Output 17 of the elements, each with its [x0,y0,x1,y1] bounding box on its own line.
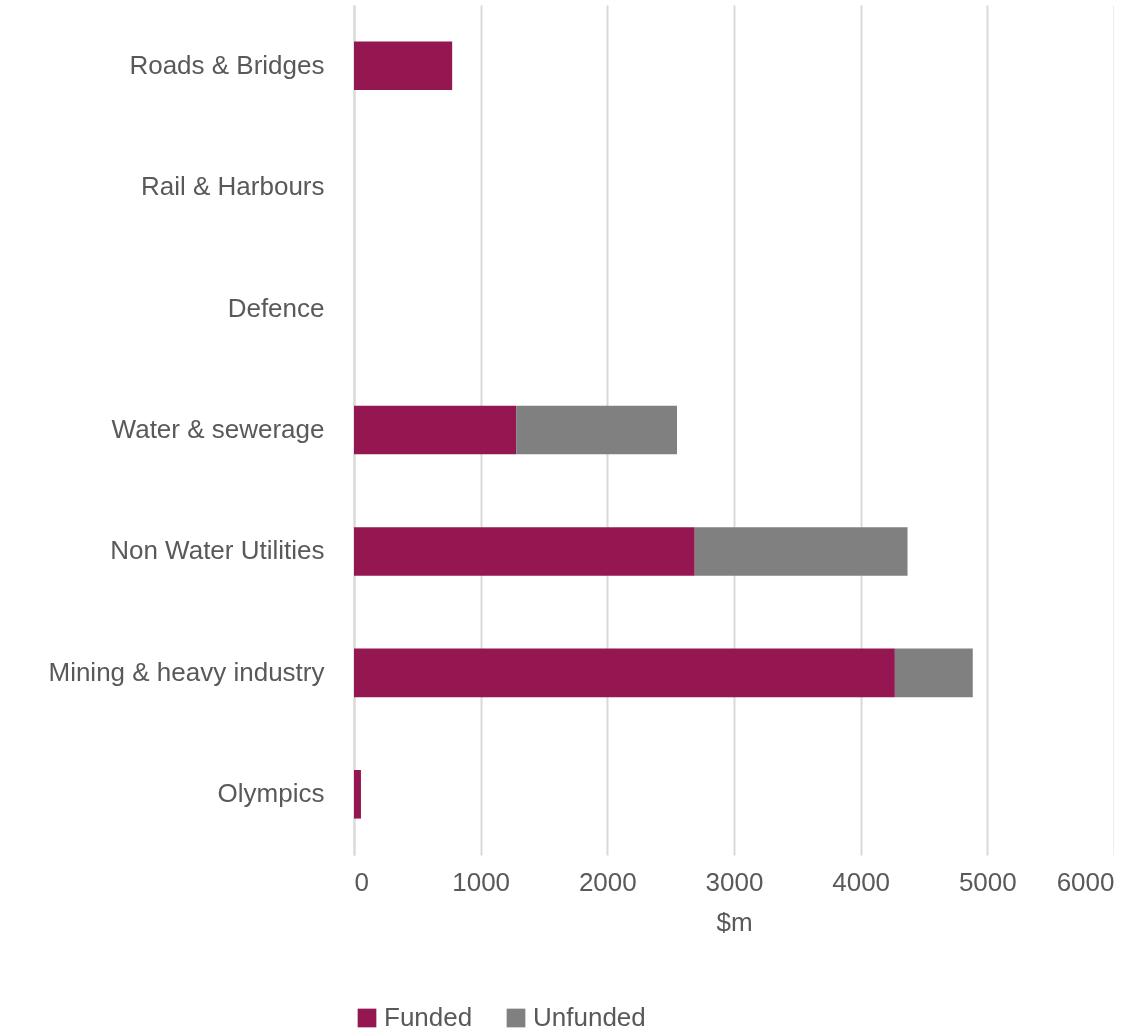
y-tick-label: Olympics [217,778,325,809]
y-tick-label: Defence [227,292,325,323]
legend-label: Unfunded [533,1002,646,1032]
y-tick-label: Rail & Harbours [140,171,325,202]
y-tick-label: Water & sewerage [111,414,325,444]
x-tick-label: 3000 [705,866,764,897]
y-tick-label: Mining & heavy industry [48,656,325,687]
x-axis-title: $m [716,906,753,937]
x-tick-label: 4000 [832,866,891,897]
legend-label: Funded [384,1002,473,1032]
x-tick-label: 1000 [452,866,511,897]
y-tick-label: Non Water Utilities [110,535,325,566]
x-tick-label: 2000 [578,866,637,897]
x-tick-label: 5000 [958,866,1017,897]
x-tick-label: 0 [354,866,369,897]
x-tick-label: 6000 [1056,866,1115,897]
y-tick-label: Roads & Bridges [129,49,325,80]
